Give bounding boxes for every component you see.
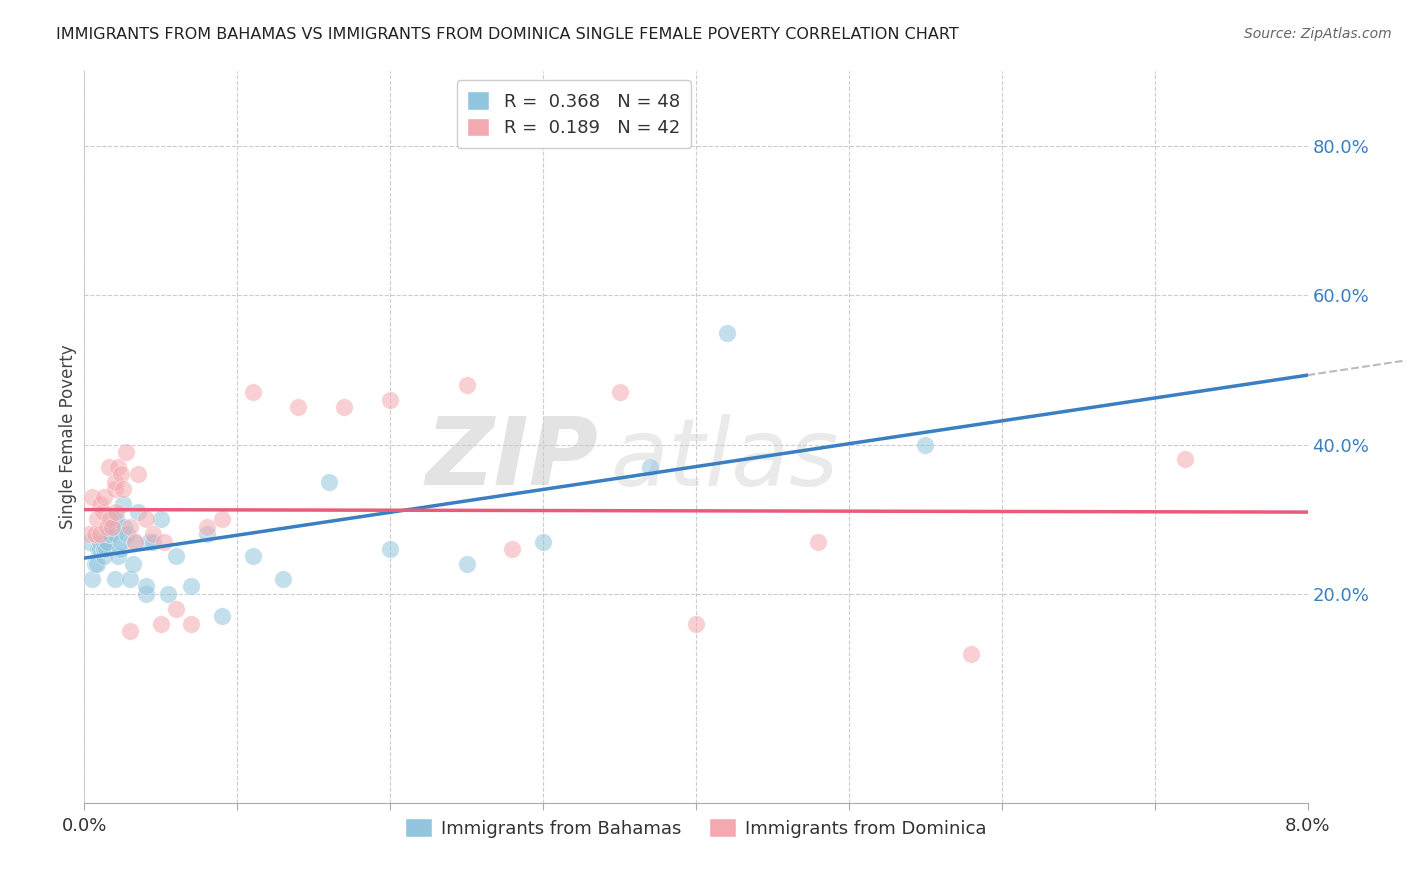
Point — [86, 557, 108, 571]
Point — [685, 616, 707, 631]
Point — [1174, 452, 1197, 467]
Point — [195, 519, 218, 533]
Point — [89, 534, 111, 549]
Point — [271, 572, 294, 586]
Point — [89, 497, 111, 511]
Point — [242, 385, 264, 400]
Point — [122, 557, 145, 571]
Point — [96, 534, 118, 549]
Point — [101, 519, 124, 533]
Point — [195, 527, 218, 541]
Point — [93, 490, 115, 504]
Point — [111, 483, 134, 497]
Point — [107, 459, 129, 474]
Point — [211, 512, 233, 526]
Point — [97, 527, 120, 541]
Point — [135, 587, 157, 601]
Point — [80, 572, 103, 586]
Point — [135, 579, 157, 593]
Point — [108, 542, 131, 557]
Point — [716, 326, 738, 340]
Point — [157, 587, 180, 601]
Point — [135, 512, 157, 526]
Point — [531, 534, 554, 549]
Text: IMMIGRANTS FROM BAHAMAS VS IMMIGRANTS FROM DOMINICA SINGLE FEMALE POVERTY CORREL: IMMIGRANTS FROM BAHAMAS VS IMMIGRANTS FR… — [56, 27, 959, 42]
Point — [638, 459, 661, 474]
Point — [84, 527, 107, 541]
Point — [333, 401, 356, 415]
Point — [120, 519, 142, 533]
Point — [914, 437, 936, 451]
Point — [107, 549, 129, 564]
Point — [138, 534, 160, 549]
Point — [127, 505, 149, 519]
Point — [112, 519, 135, 533]
Point — [97, 459, 120, 474]
Point — [120, 572, 142, 586]
Point — [609, 385, 631, 400]
Point — [91, 534, 114, 549]
Point — [165, 601, 187, 615]
Point — [318, 475, 340, 489]
Point — [94, 542, 117, 557]
Point — [104, 483, 127, 497]
Text: ZIP: ZIP — [425, 413, 598, 505]
Text: atlas: atlas — [610, 414, 838, 505]
Point — [115, 527, 138, 541]
Point — [153, 534, 176, 549]
Point — [456, 377, 478, 392]
Point — [180, 616, 202, 631]
Point — [104, 572, 127, 586]
Point — [77, 534, 100, 549]
Point — [124, 534, 146, 549]
Point — [120, 624, 142, 639]
Point — [89, 542, 111, 557]
Point — [98, 527, 121, 541]
Point — [211, 609, 233, 624]
Point — [142, 534, 165, 549]
Point — [502, 542, 524, 557]
Point — [111, 497, 134, 511]
Point — [105, 505, 128, 519]
Legend: Immigrants from Bahamas, Immigrants from Dominica: Immigrants from Bahamas, Immigrants from… — [398, 811, 994, 845]
Point — [96, 519, 118, 533]
Point — [165, 549, 187, 564]
Point — [86, 512, 108, 526]
Point — [807, 534, 830, 549]
Point — [104, 475, 127, 489]
Point — [124, 534, 146, 549]
Point — [84, 557, 107, 571]
Point — [103, 512, 125, 526]
Point — [960, 647, 983, 661]
Point — [110, 534, 132, 549]
Y-axis label: Single Female Poverty: Single Female Poverty — [59, 345, 77, 529]
Point — [149, 512, 172, 526]
Point — [105, 512, 128, 526]
Point — [380, 392, 402, 407]
Point — [101, 519, 124, 533]
Point — [93, 549, 115, 564]
Point — [80, 490, 103, 504]
Point — [110, 467, 132, 482]
Text: Source: ZipAtlas.com: Source: ZipAtlas.com — [1244, 27, 1392, 41]
Point — [456, 557, 478, 571]
Point — [380, 542, 402, 557]
Point — [127, 467, 149, 482]
Point — [180, 579, 202, 593]
Point — [114, 445, 136, 459]
Point — [91, 505, 114, 519]
Point — [87, 542, 110, 557]
Point — [93, 542, 115, 557]
Point — [77, 527, 100, 541]
Point — [98, 512, 121, 526]
Point — [287, 401, 309, 415]
Point — [89, 527, 111, 541]
Point — [142, 527, 165, 541]
Point — [242, 549, 264, 564]
Point — [149, 616, 172, 631]
Point — [104, 527, 127, 541]
